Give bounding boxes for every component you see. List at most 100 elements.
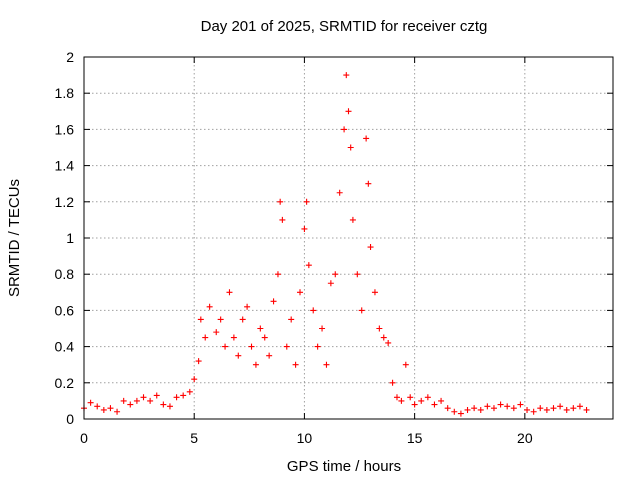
data-point <box>570 405 577 412</box>
data-point <box>367 244 374 251</box>
data-point <box>197 316 204 323</box>
chart-title: Day 201 of 2025, SRMTID for receiver czt… <box>201 18 488 35</box>
data-point <box>107 405 114 412</box>
data-point <box>477 406 484 413</box>
data-point <box>239 316 246 323</box>
data-point <box>230 334 237 341</box>
data-point <box>202 334 209 341</box>
y-tick-label: 0.2 <box>55 375 75 391</box>
data-point <box>186 388 193 395</box>
data-point <box>257 325 264 332</box>
data-point <box>341 126 348 133</box>
x-axis-title: GPS time / hours <box>287 458 401 475</box>
data-point <box>222 343 229 350</box>
data-point <box>283 343 290 350</box>
data-point <box>385 339 392 346</box>
data-point <box>343 72 350 79</box>
data-point <box>376 325 383 332</box>
x-tick-label: 5 <box>190 430 198 446</box>
data-point <box>191 376 198 383</box>
data-point <box>557 403 564 410</box>
data-point <box>402 361 409 368</box>
x-tick-label: 0 <box>80 430 88 446</box>
data-point <box>576 403 583 410</box>
data-point <box>471 405 478 412</box>
data-point <box>274 271 281 278</box>
data-point <box>484 403 491 410</box>
x-axis-ticks: 0 5 10 15 20 <box>80 57 533 446</box>
data-point <box>530 408 537 415</box>
data-point <box>393 394 400 401</box>
y-axis-title: SRMTID / TECUs <box>6 179 23 297</box>
data-point <box>345 108 352 115</box>
data-point <box>206 303 213 310</box>
data-point <box>100 406 107 413</box>
gridlines <box>84 57 613 419</box>
data-point <box>140 394 147 401</box>
data-point <box>543 406 550 413</box>
y-tick-label: 0.8 <box>55 266 75 282</box>
data-point <box>226 289 233 296</box>
x-tick-label: 10 <box>297 430 313 446</box>
data-point <box>457 410 464 417</box>
data-point <box>235 352 242 359</box>
data-point <box>213 329 220 336</box>
data-point <box>305 262 312 269</box>
y-tick-label: 0.6 <box>55 302 75 318</box>
data-point <box>444 405 451 412</box>
data-point <box>277 198 284 205</box>
data-point <box>248 343 255 350</box>
data-point <box>180 392 187 399</box>
data-point <box>327 280 334 287</box>
data-point <box>94 403 101 410</box>
data-point <box>510 405 517 412</box>
data-point <box>504 403 511 410</box>
data-point <box>252 361 259 368</box>
data-point <box>464 406 471 413</box>
y-tick-label: 1.8 <box>55 85 75 101</box>
data-point <box>358 307 365 314</box>
data-point <box>244 303 251 310</box>
data-point <box>407 394 414 401</box>
data-point <box>418 397 425 404</box>
data-point <box>398 397 405 404</box>
data-point <box>127 401 134 408</box>
data-point <box>120 397 127 404</box>
data-point <box>261 334 268 341</box>
y-tick-label: 1 <box>66 230 74 246</box>
data-point <box>411 401 418 408</box>
y-axis-ticks: 0 0.2 0.4 0.6 0.8 1 1.2 1.4 1.6 1.8 2 <box>55 49 613 427</box>
data-point <box>314 343 321 350</box>
y-tick-label: 1.4 <box>55 158 75 174</box>
y-tick-label: 0 <box>66 411 74 427</box>
data-point <box>279 216 286 223</box>
y-tick-label: 1.2 <box>55 194 75 210</box>
data-point <box>153 392 160 399</box>
data-point <box>389 379 396 386</box>
data-point <box>292 361 299 368</box>
data-point <box>336 189 343 196</box>
data-point <box>537 405 544 412</box>
data-point <box>266 352 273 359</box>
data-point <box>160 401 167 408</box>
data-point <box>365 180 372 187</box>
data-point <box>297 289 304 296</box>
data-point <box>583 406 590 413</box>
y-tick-label: 1.6 <box>55 121 75 137</box>
data-point <box>173 394 180 401</box>
x-tick-label: 15 <box>407 430 423 446</box>
data-point <box>332 271 339 278</box>
data-point <box>497 401 504 408</box>
y-tick-label: 2 <box>66 49 74 65</box>
data-point <box>517 401 524 408</box>
data-point <box>563 406 570 413</box>
data-point <box>363 135 370 142</box>
data-point <box>424 394 431 401</box>
data-point <box>147 397 154 404</box>
data-point <box>166 403 173 410</box>
data-point <box>550 405 557 412</box>
data-point <box>114 408 121 415</box>
data-point <box>87 399 94 406</box>
data-point <box>438 397 445 404</box>
